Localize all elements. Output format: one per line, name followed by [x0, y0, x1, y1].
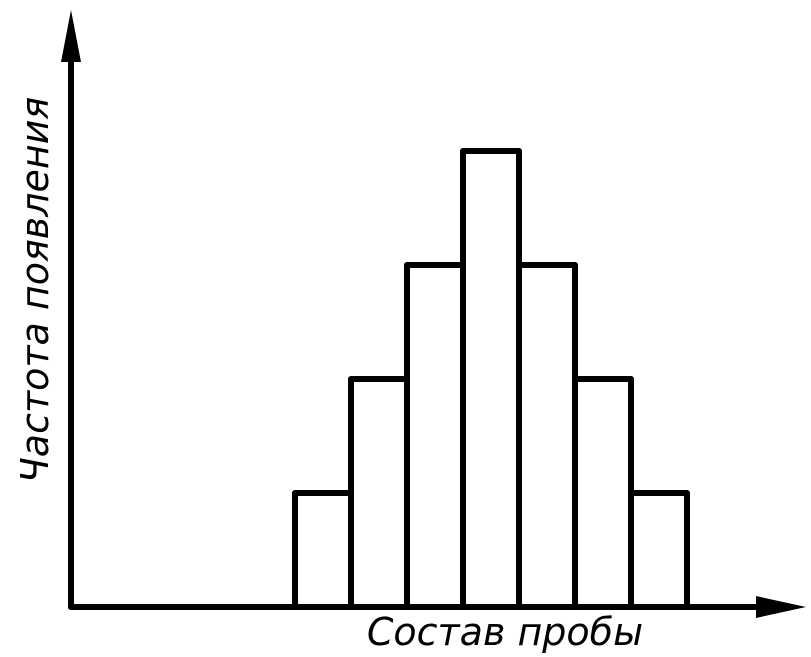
bars-group [292, 148, 690, 610]
x-axis-label: Состав пробы [367, 610, 643, 654]
bar-7 [628, 490, 690, 610]
bar-6 [572, 376, 634, 610]
bar-3 [404, 262, 466, 610]
y-axis-arrow-icon [61, 10, 81, 62]
bar-5 [516, 262, 578, 610]
bar-2 [348, 376, 410, 610]
bar-4 [460, 148, 522, 610]
y-axis-label: Частота появления [13, 97, 57, 484]
bar-1 [292, 490, 354, 610]
x-axis-arrow-icon [756, 596, 806, 618]
